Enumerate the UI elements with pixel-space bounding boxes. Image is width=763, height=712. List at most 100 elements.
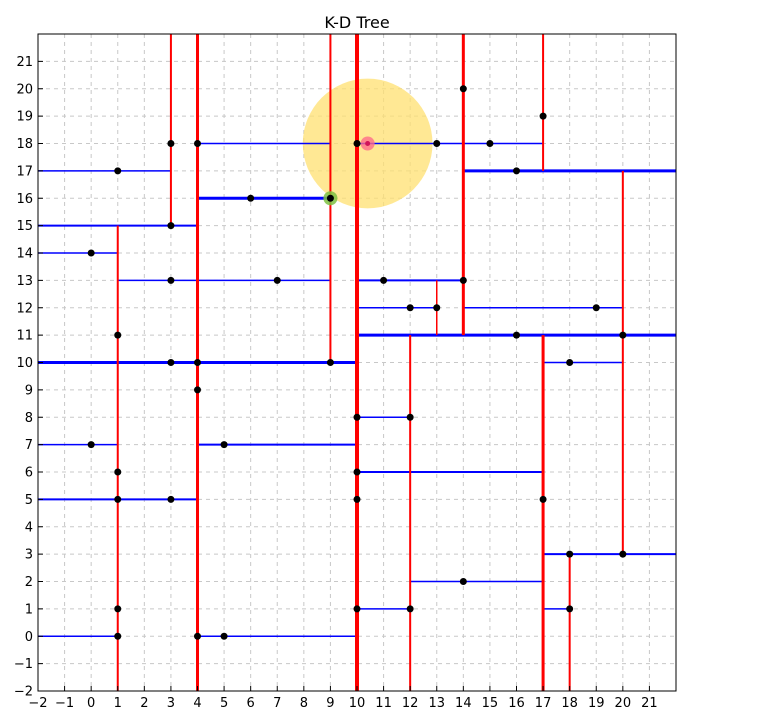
y-tick-label: 20 [16, 82, 33, 97]
y-tick-label: 1 [25, 602, 33, 617]
x-tick-label: 4 [193, 696, 201, 711]
x-tick-label: 15 [482, 696, 499, 711]
data-point [619, 550, 627, 558]
y-tick-label: 2 [25, 575, 33, 590]
x-tick-label: 18 [561, 696, 578, 711]
data-point [114, 495, 122, 503]
y-tick-label: 15 [16, 219, 33, 234]
y-tick-label: 16 [16, 192, 33, 207]
data-point [194, 140, 201, 147]
data-point [566, 550, 574, 558]
data-point [87, 441, 95, 449]
data-point [194, 386, 201, 394]
x-tick-label: 9 [326, 696, 334, 711]
data-point [539, 112, 547, 120]
y-tick-label: 4 [25, 520, 33, 535]
data-point [353, 413, 361, 421]
y-tick-label: 19 [16, 110, 33, 125]
data-point [513, 167, 520, 175]
y-tick-label: 6 [25, 466, 33, 481]
data-point [433, 304, 441, 312]
data-point [326, 194, 334, 202]
data-point [167, 276, 175, 284]
data-point [167, 222, 175, 230]
data-point [167, 140, 175, 147]
data-point [220, 441, 228, 449]
x-tick-label: 7 [273, 696, 281, 711]
data-point [406, 605, 414, 613]
data-point [167, 359, 175, 366]
x-axis-ticks: −2 −1 0 1 2 3 4 5 6 7 8 9 10 11 12 13 14 15 16 17 18 19 20 21 [28, 686, 658, 711]
data-point [406, 304, 414, 312]
y-tick-label: 3 [25, 548, 33, 563]
data-point [566, 359, 574, 366]
x-tick-label: 10 [349, 696, 366, 711]
x-tick-label: 6 [247, 696, 255, 711]
x-tick-label: −1 [55, 696, 74, 711]
data-point [459, 276, 467, 284]
query-point [365, 141, 371, 146]
data-point [114, 605, 122, 613]
data-point [167, 495, 175, 503]
y-tick-label: 12 [16, 301, 33, 316]
y-tick-label: 8 [25, 411, 33, 426]
data-point [433, 140, 441, 147]
data-point [459, 578, 467, 585]
x-tick-label: 13 [428, 696, 445, 711]
y-tick-label: 5 [25, 493, 33, 508]
x-tick-label: 17 [535, 696, 552, 711]
y-tick-label: 11 [16, 329, 33, 344]
y-tick-label: 21 [16, 55, 33, 70]
x-tick-label: 21 [641, 696, 658, 711]
y-tick-label: −2 [14, 685, 33, 700]
y-tick-label: 13 [16, 274, 33, 289]
data-point [539, 495, 547, 503]
data-point [592, 304, 600, 312]
data-point [194, 632, 201, 640]
x-tick-label: −2 [28, 696, 47, 711]
data-point [513, 331, 520, 339]
x-tick-label: 16 [508, 696, 525, 711]
y-tick-label: 7 [25, 438, 33, 453]
x-tick-label: 19 [588, 696, 605, 711]
chart-title: K-D Tree [324, 13, 389, 32]
data-point [114, 468, 122, 476]
data-point [406, 413, 414, 421]
data-point [353, 468, 361, 476]
x-tick-label: 20 [615, 696, 632, 711]
data-point [247, 194, 255, 202]
data-point [380, 276, 388, 284]
y-tick-label: 14 [16, 247, 33, 262]
y-tick-label: 10 [16, 356, 33, 371]
split-lines-layer [38, 34, 676, 691]
x-tick-label: 1 [114, 696, 122, 711]
data-point [114, 167, 122, 175]
x-tick-label: 0 [87, 696, 95, 711]
x-tick-label: 2 [140, 696, 148, 711]
y-tick-label: 17 [16, 164, 33, 179]
x-tick-label: 5 [220, 696, 228, 711]
data-point [353, 495, 361, 503]
data-point [114, 632, 122, 640]
x-tick-label: 12 [402, 696, 419, 711]
data-point [619, 331, 627, 339]
x-tick-label: 14 [455, 696, 472, 711]
data-point [220, 632, 228, 640]
data-point [114, 331, 122, 339]
points-layer [87, 85, 627, 640]
data-point [566, 605, 574, 613]
x-tick-label: 3 [167, 696, 175, 711]
data-point [273, 276, 281, 284]
data-point [353, 140, 361, 147]
data-point [326, 359, 334, 366]
data-point [459, 85, 467, 93]
data-point [353, 605, 361, 613]
data-point [87, 249, 95, 257]
y-tick-label: 9 [25, 383, 33, 398]
y-tick-label: 0 [25, 630, 33, 645]
x-tick-label: 11 [375, 696, 392, 711]
y-tick-label: −1 [14, 657, 33, 672]
data-point [194, 359, 201, 366]
